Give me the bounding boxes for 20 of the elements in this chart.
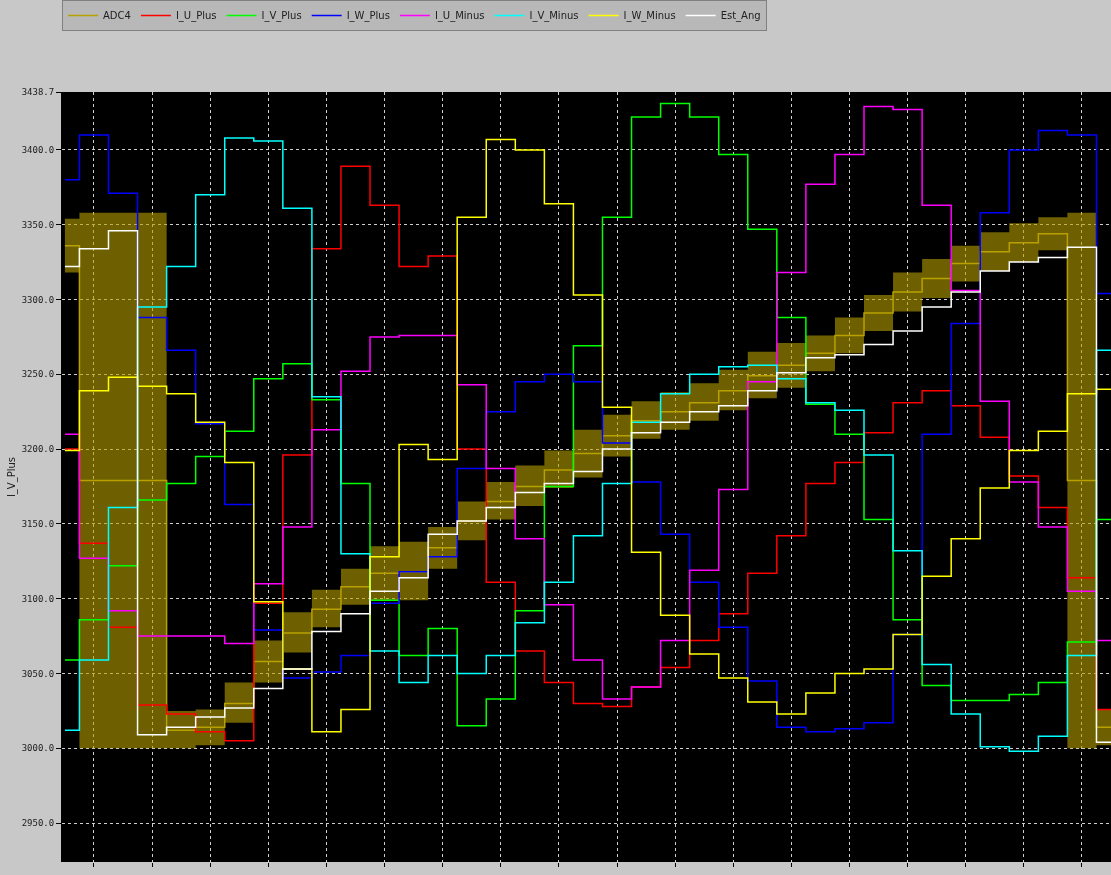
legend-label: I_U_Minus (434, 10, 485, 23)
legend-label: I_W_Plus (346, 10, 390, 23)
y-tick-label: 3150.0 (21, 519, 55, 530)
y-axis-title: I_V_Plus (5, 456, 18, 498)
legend-label: I_W_Minus (623, 10, 676, 23)
legend-label: I_V_Plus (261, 10, 302, 23)
y-tick-label: 3050.0 (21, 668, 55, 679)
y-tick-label: 3200.0 (21, 444, 55, 455)
legend-label: I_V_Minus (529, 10, 579, 23)
y-tick-label: 3350.0 (21, 219, 55, 230)
y-tick-label: 3300.0 (21, 294, 55, 305)
legend-label: ADC4 (103, 10, 131, 22)
legend-label: I_U_Plus (175, 10, 217, 23)
y-tick-label: 3100.0 (21, 593, 55, 604)
y-tick-label: 3250.0 (21, 369, 55, 380)
y-tick-label: 3438.7 (21, 87, 55, 98)
y-tick-label: 3400.0 (21, 145, 55, 156)
legend-label: Est_Ang (720, 10, 761, 23)
y-tick-label: 2950.0 (21, 818, 55, 829)
y-tick-label: 3000.0 (21, 743, 55, 754)
